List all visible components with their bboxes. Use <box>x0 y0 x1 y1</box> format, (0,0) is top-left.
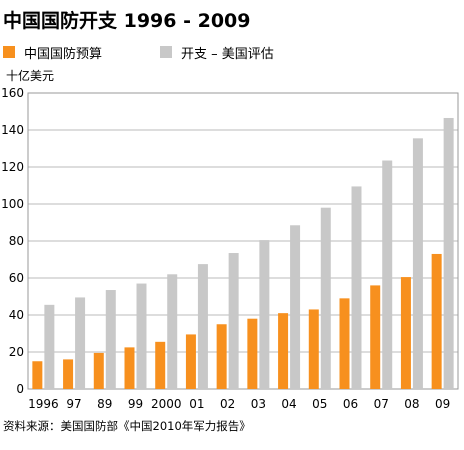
bar-us-estimate <box>412 138 423 389</box>
source-note: 资料来源：美国国防部《中国2010年军力报告》 <box>3 419 251 433</box>
legend-swatch-budget <box>3 46 15 58</box>
bar-us-estimate <box>320 207 331 389</box>
y-tick-label: 20 <box>9 345 24 359</box>
legend-item-budget: 中国国防预算 <box>3 44 103 62</box>
plot-frame <box>27 92 459 390</box>
x-tick-label: 01 <box>189 397 204 411</box>
y-tick-label: 140 <box>1 123 24 137</box>
x-tick-label: 07 <box>374 397 389 411</box>
bar-us-estimate <box>382 160 393 389</box>
legend-label-budget: 中国国防预算 <box>24 46 103 62</box>
bar-us-estimate <box>290 225 301 389</box>
y-tick-label: 60 <box>9 271 24 285</box>
y-tick-label: 120 <box>1 160 24 174</box>
x-tick-label: 89 <box>97 397 112 411</box>
bar-budget <box>32 361 43 389</box>
bar-us-estimate <box>351 186 362 389</box>
bar-us-estimate <box>259 240 270 389</box>
x-tick-label: 1996 <box>28 397 59 411</box>
chart-title: 中国国防开支 1996 - 2009 <box>3 10 251 32</box>
y-tick-label: 160 <box>1 86 24 100</box>
x-tick-label: 99 <box>128 397 143 411</box>
legend-item-us-estimate: 开支 – 美国评估 <box>160 44 274 62</box>
x-tick-label: 2000 <box>151 397 182 411</box>
x-tick-label: 09 <box>435 397 450 411</box>
bar-us-estimate <box>443 117 454 389</box>
bar-budget <box>155 341 166 389</box>
bar-us-estimate <box>136 283 147 389</box>
bar-us-estimate <box>228 253 239 389</box>
bar-us-estimate <box>197 264 208 389</box>
y-tick-label: 0 <box>16 382 24 396</box>
bar-us-estimate <box>75 297 86 389</box>
bar-budget <box>216 324 227 389</box>
y-tick-label: 100 <box>1 197 24 211</box>
legend-label-us-estimate: 开支 – 美国评估 <box>181 46 274 62</box>
bar-budget <box>431 253 442 389</box>
x-tick-label: 97 <box>66 397 81 411</box>
bar-budget <box>124 347 135 389</box>
legend-swatch-us-estimate <box>160 46 172 58</box>
x-tick-label: 02 <box>220 397 235 411</box>
y-axis-label: 十亿美元 <box>6 69 55 83</box>
bar-budget <box>308 309 319 389</box>
bar-budget <box>247 318 258 389</box>
bar-budget <box>93 352 104 389</box>
bar-budget <box>339 298 350 389</box>
bar-us-estimate <box>167 274 178 389</box>
x-tick-label: 06 <box>343 397 358 411</box>
x-tick-label: 05 <box>312 397 327 411</box>
bar-budget <box>370 285 381 389</box>
x-tick-label: 04 <box>281 397 296 411</box>
bar-budget <box>278 313 289 389</box>
x-tick-label: 08 <box>404 397 419 411</box>
bar-budget <box>63 359 74 389</box>
y-tick-label: 40 <box>9 308 24 322</box>
bar-budget <box>185 334 196 389</box>
bar-budget <box>400 277 411 389</box>
bar-us-estimate <box>105 290 116 389</box>
bar-us-estimate <box>44 304 55 389</box>
x-tick-label: 03 <box>251 397 266 411</box>
y-tick-label: 80 <box>9 234 24 248</box>
